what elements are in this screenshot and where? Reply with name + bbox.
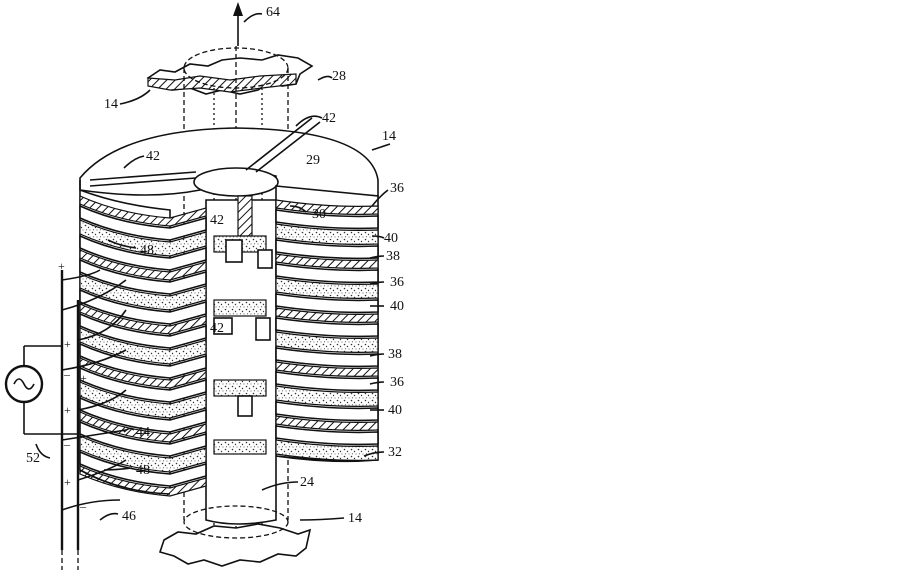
electrode-layer [79,411,207,443]
label-30: 30 [312,207,326,222]
polarity-sign: + [64,337,71,351]
label-46: 46 [122,509,136,524]
label-42-top-left: 42 [146,149,160,164]
electrode-layer [79,420,207,457]
label-42-top-right: 42 [322,111,336,126]
electrode-layer [275,415,379,431]
label-40-mid: 40 [390,299,404,314]
label-52: 52 [26,451,40,466]
polarity-sign: – [63,437,71,451]
label-29: 29 [306,153,320,168]
label-40-bottom: 40 [388,403,402,418]
electrode-layer [275,317,379,338]
label-64: 64 [266,5,280,20]
electrode-layer [275,239,379,260]
electrode-layer [79,396,207,433]
label-36-bottom: 36 [390,375,404,390]
electrode-layer [275,425,379,446]
electrode-layer [79,381,207,419]
polarity-sign: + [58,259,65,273]
electrode-layer [79,357,207,389]
label-48-top: 48 [140,243,154,258]
label-36-top: 36 [390,181,404,196]
electrode-stack [79,117,379,525]
label-42-core-top: 42 [210,213,224,228]
electrode-layer [79,342,207,379]
electrode-layer [275,331,379,353]
label-42-core-mid: 42 [210,321,224,336]
outlet-arrow [233,2,243,46]
polarity-sign: + [80,371,87,385]
electrode-layer [275,223,379,245]
electrode-layer [275,293,379,314]
electrode-layer [79,204,207,241]
electrode-layer [275,361,379,377]
electrode-layer [79,234,207,271]
electrode-layer [275,307,379,323]
polarity-sign: – [79,499,87,513]
label-48-bottom: 48 [136,463,150,478]
electrode-layer [275,209,379,230]
leader-lines [35,12,391,521]
electrode-layer [275,401,379,422]
label-14-bottom: 14 [348,511,362,526]
label-38-top: 38 [386,249,400,264]
polarity-sign: – [63,367,71,381]
label-14-top: 14 [104,97,118,112]
electrode-layer [79,273,207,311]
electrode-layer [275,277,379,299]
polarity-sign: + [64,403,71,417]
label-14-right: 14 [382,129,396,144]
electrode-layer [79,249,207,281]
electrode-layer [79,219,207,257]
polarity-sign: + [64,475,71,489]
electrode-layer [79,465,207,497]
electrode-layer [79,450,207,487]
electrode-layer [79,288,207,325]
electrode-layer [275,371,379,392]
electrode-layer [275,385,379,407]
label-36-mid: 36 [390,275,404,290]
electrode-layer [275,253,379,269]
label-28: 28 [332,69,346,84]
electrode-layer [79,195,207,227]
electrode-layer [79,258,207,295]
polarity-signs: + + – + – + – + [58,259,87,513]
label-38-bottom: 38 [388,347,402,362]
label-40-top: 40 [384,231,398,246]
power-supply [4,269,127,570]
bottom-flange [158,505,312,567]
label-44: 44 [136,425,150,440]
label-24: 24 [300,475,314,490]
electrode-layer [79,303,207,335]
electrode-layer [79,327,207,365]
electrode-layer [275,347,379,368]
electrode-layer [275,199,379,215]
electrode-layer [79,366,207,403]
electrode-layer [79,435,207,473]
label-32: 32 [388,445,402,460]
reference-labels: 64 28 14 42 14 42 29 36 30 42 40 48 38 3… [26,5,404,526]
